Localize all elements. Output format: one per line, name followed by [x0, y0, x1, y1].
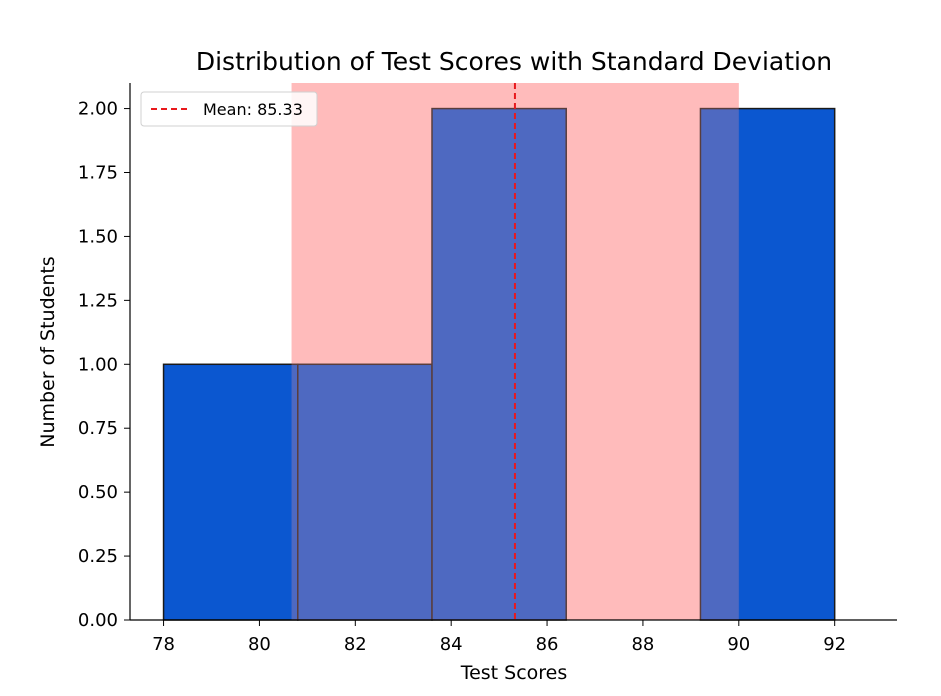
legend-label: Mean: 85.33 — [203, 100, 303, 119]
x-tick-label: 78 — [152, 634, 175, 655]
legend: Mean: 85.33 — [140, 91, 318, 127]
x-axis-label: Test Scores — [460, 662, 568, 684]
legend-box — [140, 91, 318, 127]
chart-title: Distribution of Test Scores with Standar… — [196, 47, 832, 76]
histogram-bar-3 — [431, 107, 567, 621]
x-tick-label: 90 — [727, 634, 750, 655]
y-tick-label: 1.50 — [78, 226, 118, 247]
std-deviation-band-overlay — [291, 83, 739, 620]
x-tick-label: 88 — [631, 634, 654, 655]
y-tick-label: 0.75 — [78, 418, 118, 439]
histogram-bar-2 — [297, 363, 433, 621]
y-tick-label: 2.00 — [78, 99, 118, 120]
x-tick-label: 84 — [440, 634, 463, 655]
x-tick-label: 80 — [248, 634, 271, 655]
histogram-bar-5 — [699, 107, 836, 621]
y-tick-label: 0.00 — [78, 610, 118, 631]
x-tick-label: 92 — [823, 634, 846, 655]
y-tick-label: 1.75 — [78, 163, 118, 184]
y-tick-label: 0.25 — [78, 546, 118, 567]
x-tick-label: 86 — [536, 634, 559, 655]
y-tick-label: 1.00 — [78, 354, 118, 375]
y-tick-label: 1.25 — [78, 290, 118, 311]
y-tick-label: 0.50 — [78, 482, 118, 503]
x-tick-label: 82 — [344, 634, 367, 655]
histogram-bar-1 — [162, 363, 299, 621]
y-axis-label: Number of Students — [37, 256, 59, 447]
